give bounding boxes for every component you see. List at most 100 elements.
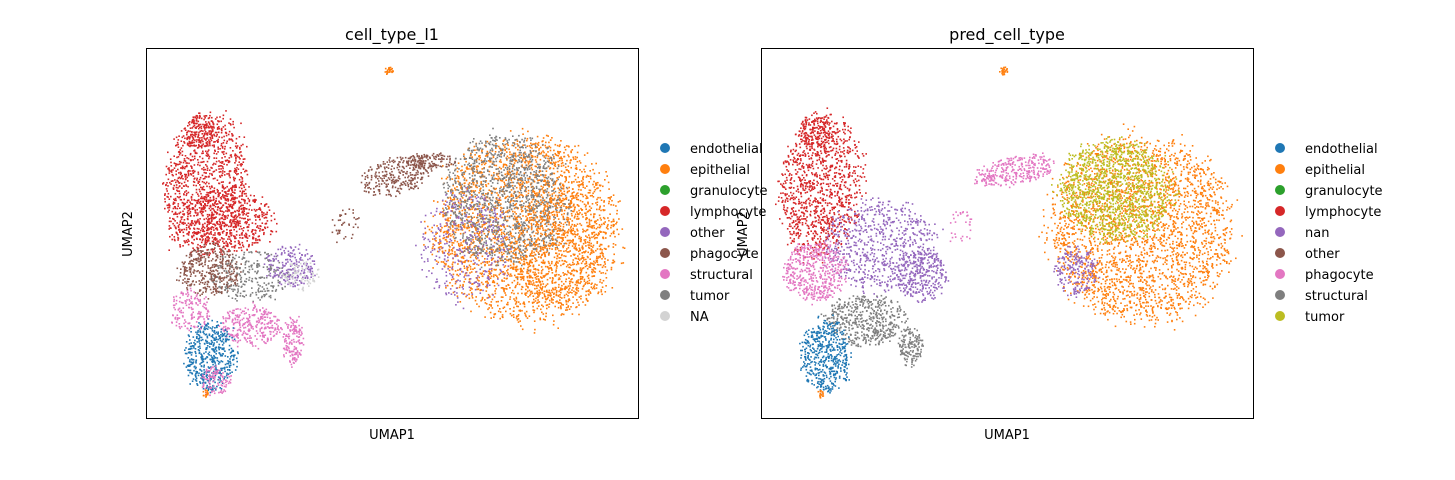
scatter-point: [508, 177, 510, 179]
scatter-point: [364, 187, 366, 189]
scatter-point: [448, 185, 451, 188]
scatter-point: [395, 195, 397, 198]
scatter-point: [531, 261, 533, 264]
scatter-point: [422, 172, 425, 175]
scatter-point: [598, 255, 600, 258]
scatter-point: [530, 281, 532, 283]
scatter-point: [585, 208, 587, 210]
scatter-point: [539, 281, 541, 284]
scatter-point: [551, 281, 553, 283]
scatter-point: [491, 228, 493, 231]
scatter-point: [550, 262, 553, 265]
scatter-point: [546, 181, 548, 183]
scatter-point: [506, 259, 508, 261]
scatter-point: [447, 217, 449, 219]
scatter-point: [534, 300, 537, 302]
scatter-point: [586, 275, 589, 278]
scatter-point: [519, 213, 522, 215]
scatter-point: [489, 180, 492, 182]
scatter-point: [556, 290, 558, 292]
scatter-point: [530, 196, 533, 199]
scatter-point: [520, 189, 522, 192]
scatter-point: [525, 254, 527, 257]
scatter-point: [577, 144, 580, 147]
scatter-point: [565, 169, 568, 171]
scatter-point: [540, 248, 542, 250]
scatter-point: [541, 292, 544, 294]
scatter-point: [551, 245, 554, 247]
scatter-point: [510, 208, 513, 211]
scatter-point: [496, 239, 498, 241]
scatter-point: [543, 215, 546, 217]
scatter-point: [520, 268, 522, 271]
scatter-point: [537, 231, 539, 234]
scatter-point: [520, 177, 522, 179]
scatter-point: [470, 249, 473, 252]
scatter-point: [483, 204, 486, 207]
scatter-point: [477, 237, 479, 240]
scatter-point: [581, 252, 583, 254]
scatter-point: [369, 188, 372, 190]
scatter-point: [476, 194, 478, 196]
scatter-point: [514, 223, 516, 225]
scatter-point: [489, 254, 491, 256]
scatter-point: [536, 216, 539, 218]
scatter-point: [529, 269, 532, 271]
scatter-point: [472, 231, 474, 233]
scatter-point: [531, 250, 533, 252]
scatter-point: [504, 244, 507, 247]
scatter-point: [574, 197, 576, 199]
scatter-point: [555, 208, 557, 211]
scatter-point: [446, 193, 448, 195]
scatter-point: [510, 179, 513, 181]
scatter-point: [519, 181, 522, 184]
scatter-point: [497, 178, 499, 180]
scatter-point: [470, 241, 473, 243]
scatter-point: [513, 250, 515, 252]
scatter-point: [582, 183, 584, 186]
scatter-point: [535, 214, 537, 217]
scatter-point: [480, 183, 482, 186]
scatter-point: [591, 270, 593, 273]
scatter-point: [590, 207, 593, 209]
scatter-point: [501, 231, 503, 234]
scatter-point: [549, 277, 551, 279]
scatter-point: [563, 155, 565, 158]
scatter-point: [500, 225, 503, 227]
scatter-point: [468, 286, 471, 289]
scatter-point: [509, 160, 511, 162]
scatter-point: [575, 257, 578, 260]
scatter-point: [533, 320, 536, 322]
scatter-point: [554, 305, 556, 308]
scatter-point: [501, 211, 504, 214]
scatter-point: [451, 266, 454, 269]
scatter-point: [584, 165, 587, 167]
scatter-point: [536, 200, 538, 202]
scatter-point: [546, 278, 549, 281]
scatter-point: [581, 255, 584, 257]
scatter-point: [449, 246, 451, 248]
scatter-point: [539, 276, 542, 278]
scatter-point: [555, 228, 557, 230]
scatter-point: [476, 277, 478, 279]
scatter-point: [574, 283, 577, 286]
scatter-point: [436, 263, 438, 265]
scatter-point: [474, 247, 476, 249]
scatter-point: [475, 152, 478, 154]
scatter-point: [610, 204, 612, 206]
scatter-point: [584, 230, 587, 233]
scatter-point: [378, 180, 380, 182]
scatter-point: [507, 166, 509, 169]
scatter-point: [523, 225, 526, 227]
scatter-point: [435, 237, 437, 239]
scatter-point: [490, 152, 492, 155]
scatter-point: [557, 187, 559, 189]
scatter-point: [466, 265, 468, 268]
scatter-point: [486, 150, 489, 153]
scatter-point: [494, 207, 497, 210]
scatter-point: [525, 159, 527, 162]
scatter-point: [552, 210, 555, 213]
scatter-point: [424, 245, 426, 248]
scatter-point: [485, 162, 487, 164]
scatter-point: [569, 195, 572, 198]
